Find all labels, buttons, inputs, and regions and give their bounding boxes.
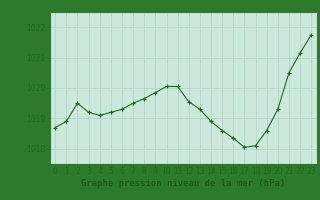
X-axis label: Graphe pression niveau de la mer (hPa): Graphe pression niveau de la mer (hPa) (81, 179, 285, 188)
